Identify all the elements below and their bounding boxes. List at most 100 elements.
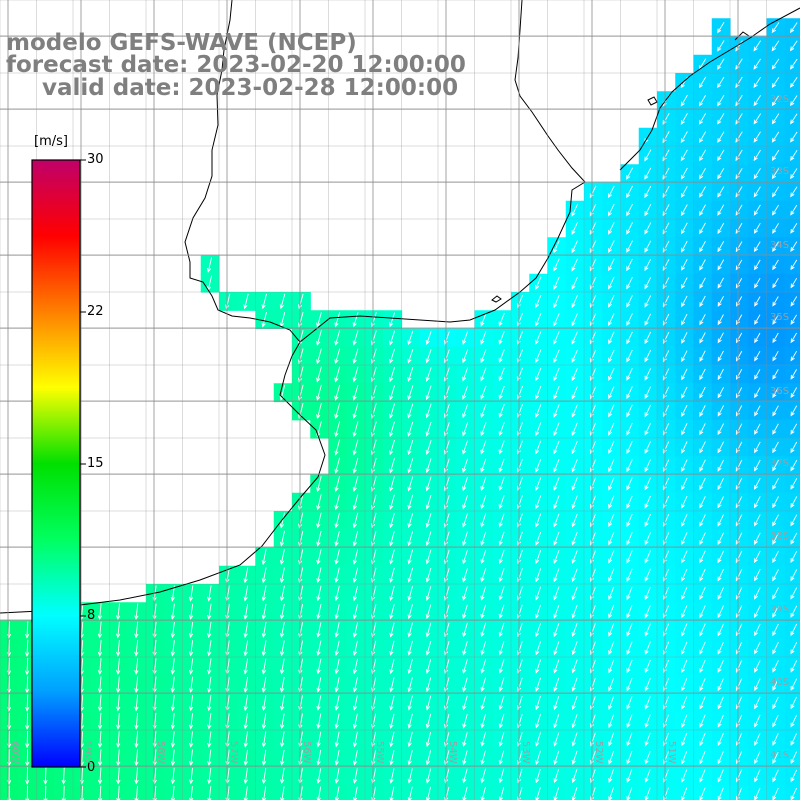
wind-arrow — [772, 387, 779, 399]
wind-arrow — [571, 568, 578, 583]
wind-arrow — [480, 495, 487, 510]
wind-arrow — [170, 640, 175, 657]
wind-arrow — [116, 621, 121, 639]
lat-label-37s: 37S — [770, 458, 790, 469]
wind-arrow — [608, 604, 615, 619]
wind-arrow — [280, 768, 285, 785]
wind-arrow — [754, 514, 761, 527]
wind-arrow — [626, 185, 633, 199]
wind-arrow — [754, 769, 761, 783]
wind-arrow — [425, 786, 432, 800]
wind-arrow — [644, 605, 651, 619]
speed-cell — [784, 711, 800, 731]
wind-arrow — [626, 240, 633, 253]
wind-arrow — [717, 423, 724, 436]
wind-arrow — [790, 369, 797, 380]
wind-arrow — [644, 422, 652, 436]
wind-arrow — [316, 677, 322, 693]
wind-arrow — [207, 786, 212, 800]
wind-arrow — [389, 458, 395, 474]
colorbar-tick-0: 0 — [87, 760, 96, 775]
wind-arrow — [699, 477, 706, 491]
wind-arrow — [134, 712, 139, 730]
wind-arrow — [626, 550, 633, 564]
wind-arrow — [699, 787, 706, 800]
wind-arrow — [261, 603, 267, 620]
wind-arrow — [279, 293, 286, 310]
wind-arrow — [389, 604, 395, 620]
wind-arrow — [170, 749, 176, 767]
wind-arrow — [680, 131, 688, 144]
wind-arrow — [608, 568, 615, 583]
wind-arrow — [717, 350, 724, 362]
wind-arrow — [681, 441, 688, 454]
wind-arrow — [589, 513, 597, 528]
wind-arrow — [772, 186, 780, 198]
wind-arrow — [352, 312, 359, 328]
wind-arrow — [772, 423, 779, 435]
wind-arrow — [790, 678, 798, 691]
colorbar-tick-8: 8 — [87, 608, 96, 623]
wind-arrow — [571, 240, 579, 254]
wind-arrow — [134, 676, 139, 694]
wind-arrow — [498, 604, 505, 619]
wind-arrow — [207, 694, 212, 712]
wind-arrow — [608, 276, 615, 290]
wind-arrow — [116, 676, 121, 694]
wind-arrow — [662, 331, 670, 345]
wind-arrow — [207, 585, 212, 602]
wind-arrow — [261, 713, 267, 730]
wind-arrow — [608, 513, 615, 528]
wind-arrow — [516, 495, 523, 510]
wind-arrow — [644, 732, 651, 747]
wind-arrow — [717, 40, 725, 52]
speed-cell — [784, 693, 800, 713]
wind-arrow — [699, 204, 706, 216]
lat-label-41s: 41S — [770, 750, 790, 761]
wind-arrow — [735, 277, 743, 289]
wind-arrow — [134, 749, 139, 767]
wind-arrow — [754, 532, 761, 545]
wind-arrow — [681, 259, 688, 271]
wind-arrow — [352, 421, 359, 438]
wind-arrow — [699, 441, 706, 454]
wind-arrow — [480, 768, 486, 784]
wind-arrow — [644, 750, 651, 765]
wind-arrow — [589, 477, 597, 491]
wind-arrow — [589, 696, 596, 710]
wind-arrow — [407, 513, 414, 529]
wind-arrow — [626, 295, 633, 308]
wind-arrow — [753, 168, 761, 180]
wind-arrow — [589, 422, 597, 436]
wind-arrow — [717, 496, 725, 509]
colorbar — [31, 159, 86, 768]
wind-arrow — [753, 149, 761, 162]
wind-arrow — [334, 786, 340, 800]
wind-arrow — [608, 368, 615, 381]
wind-arrow — [498, 750, 505, 766]
wind-arrow — [626, 568, 633, 582]
wind-arrow — [626, 477, 633, 491]
wind-arrow — [608, 240, 615, 254]
wind-arrow — [334, 457, 341, 474]
wind-arrow — [407, 786, 413, 800]
wind-arrow — [553, 714, 560, 729]
wind-arrow — [188, 749, 194, 767]
wind-arrow — [407, 403, 414, 419]
title-valid-date: valid date: 2023-02-28 12:00:00 — [42, 75, 459, 101]
wind-arrow — [644, 550, 651, 564]
wind-arrow — [352, 330, 359, 346]
wind-arrow — [279, 603, 285, 620]
wind-arrow — [316, 585, 322, 602]
wind-arrow — [443, 385, 450, 400]
wind-arrow — [480, 385, 487, 400]
wind-arrow — [626, 787, 633, 800]
wind-arrow — [243, 749, 248, 767]
wind-arrow — [790, 277, 798, 289]
wind-arrow — [116, 658, 121, 676]
wind-arrow — [681, 368, 688, 381]
wind-arrow — [772, 532, 779, 545]
title-forecast-date: forecast date: 2023-02-20 12:00:00 — [6, 52, 466, 78]
wind-arrow — [480, 732, 487, 747]
wind-arrow — [735, 496, 743, 509]
